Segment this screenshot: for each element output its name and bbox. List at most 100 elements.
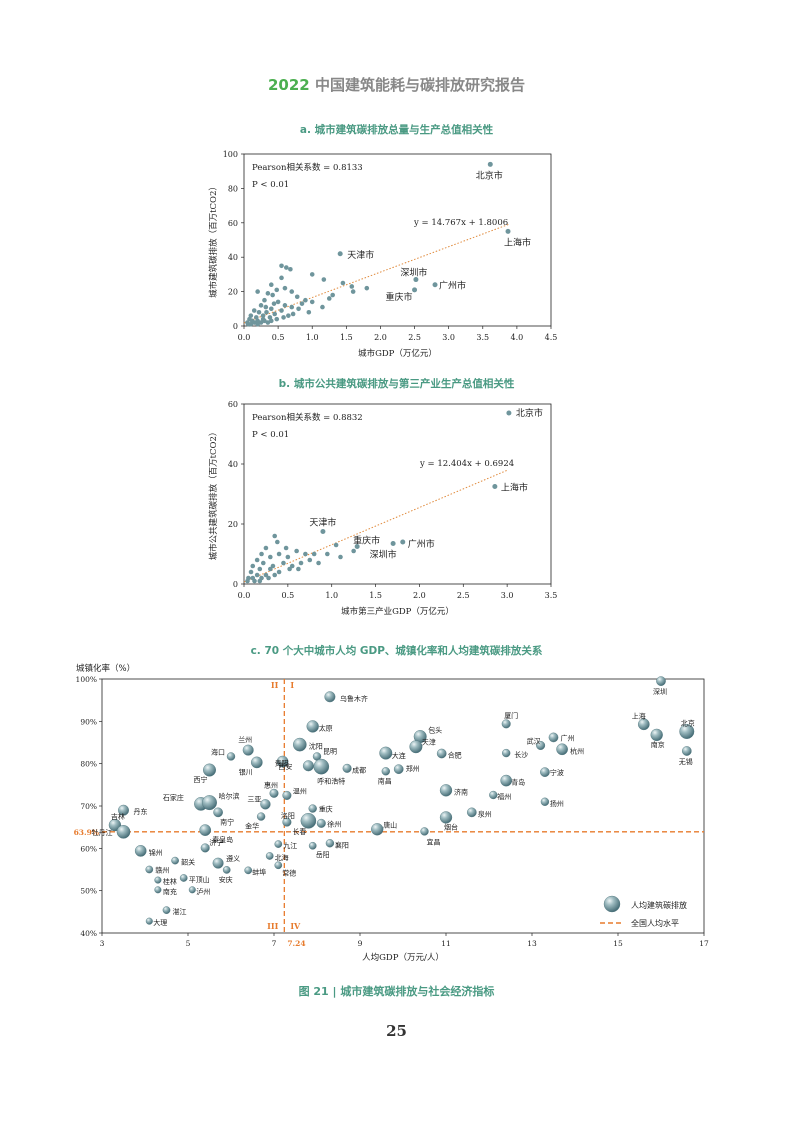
city-label: 北京 (681, 718, 695, 727)
x-tick-label: 1.0 (325, 591, 338, 600)
data-point (298, 560, 304, 566)
y-tick-label: 90% (80, 717, 97, 726)
data-point (245, 578, 250, 584)
city-label: 太原 (319, 723, 333, 732)
city-bubble (179, 874, 188, 882)
city-label: 南充 (163, 887, 177, 896)
data-point (259, 551, 264, 557)
city-label: 遵义 (226, 854, 240, 863)
data-point (286, 313, 291, 318)
labeled-point (390, 541, 396, 546)
data-point (247, 316, 252, 322)
city-label: 韶关 (181, 858, 195, 867)
city-bubble (316, 818, 326, 828)
city-bubble (381, 767, 390, 776)
y-tick-label: 0 (233, 322, 238, 331)
city-label: 桂林 (163, 877, 177, 886)
data-point (289, 563, 295, 569)
trend-line (243, 469, 508, 583)
data-point (296, 566, 301, 572)
city-label: 北海 (275, 853, 289, 862)
data-point (254, 557, 260, 563)
city-label: 包头 (428, 726, 442, 735)
p-value-label: P < 0.01 (252, 430, 289, 440)
city-label: 徐州 (327, 819, 341, 828)
data-point (264, 309, 269, 315)
city-label: 蚌埠 (252, 867, 266, 876)
data-point (258, 303, 264, 308)
city-label: 海口 (211, 747, 225, 756)
x-tick-label: 15 (613, 939, 623, 948)
city-label: 西安 (278, 762, 292, 771)
data-point (333, 542, 339, 548)
data-point (274, 287, 280, 293)
city-label: 厦门 (504, 711, 518, 720)
data-point (266, 575, 271, 581)
x-tick-label: 4.0 (511, 333, 524, 342)
city-bubble (154, 876, 162, 884)
data-point (275, 299, 281, 305)
pearson-label: Pearson相关系数 = 0.8133 (252, 162, 363, 173)
city-label: 常德 (282, 868, 296, 877)
data-point (268, 554, 273, 560)
city-label: 无锡 (679, 757, 693, 766)
point-label: 北京市 (476, 169, 503, 181)
city-label: 温州 (293, 786, 307, 795)
city-bubble (302, 760, 314, 772)
city-label: 长春 (292, 827, 306, 836)
city-label: 济宁 (209, 838, 223, 847)
data-point (294, 548, 299, 554)
city-label: 武汉 (527, 736, 541, 745)
city-label: 贵阳 (275, 759, 289, 768)
labeled-point (320, 529, 326, 534)
x-tick-label: 2.0 (374, 333, 387, 342)
legend-line-label: 全国人均水平 (631, 918, 679, 928)
city-bubble (501, 719, 511, 729)
labeled-point (354, 544, 360, 549)
y-tick-label: 100 (223, 150, 238, 159)
data-point (330, 292, 335, 298)
x-tick-label: 1.5 (340, 333, 353, 342)
reference-value-x: 7.24 (287, 939, 305, 948)
city-label: 上海 (632, 711, 646, 720)
y-tick-label: 40 (228, 460, 238, 469)
data-point (283, 265, 289, 270)
data-point (268, 306, 274, 312)
city-label: 安庆 (219, 875, 233, 884)
city-label: 天津 (422, 739, 436, 747)
data-point (364, 285, 370, 291)
city-label: 吉林 (111, 812, 125, 821)
labeled-point (505, 228, 511, 234)
data-point (349, 284, 355, 289)
data-point (288, 266, 293, 272)
data-point (309, 272, 315, 277)
data-point (263, 572, 269, 578)
city-bubble (256, 812, 266, 821)
data-point (256, 309, 262, 315)
city-label: 西宁 (194, 775, 208, 784)
city-label: 牡丹江 (92, 828, 113, 837)
city-bubble (260, 799, 271, 810)
data-point (276, 551, 282, 557)
city-bubble (308, 804, 317, 813)
city-bubble (276, 755, 289, 768)
data-point (282, 285, 288, 291)
chart-b-title: b. 城市公共建筑碳排放与第三产业生产总值相关性 (278, 378, 515, 390)
city-label: 昆明 (323, 747, 337, 755)
city-label: 襄阳 (335, 840, 349, 849)
city-label: 银川 (239, 767, 253, 776)
city-bubble (342, 763, 352, 773)
x-tick-label: 1.5 (369, 591, 382, 600)
city-label: 济南 (454, 787, 468, 796)
x-tick-label: 2.5 (408, 333, 421, 342)
city-bubble (325, 839, 335, 848)
city-label: 合肥 (448, 751, 462, 760)
data-point (279, 263, 284, 269)
labeled-point (400, 539, 406, 545)
data-point (289, 289, 295, 294)
city-bubble (409, 740, 423, 754)
city-label: 丹东 (134, 807, 148, 816)
data-point (338, 554, 343, 560)
city-label: 洛阳 (281, 811, 295, 820)
